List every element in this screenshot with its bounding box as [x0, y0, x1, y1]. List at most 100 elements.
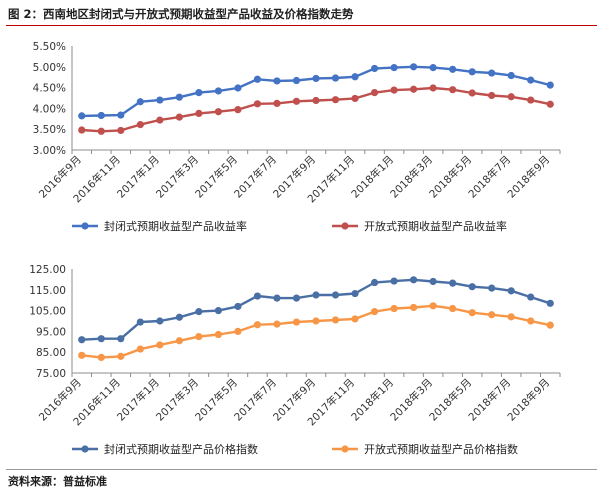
series-1-point	[214, 87, 222, 95]
series-1-point	[214, 307, 222, 315]
figure-source: 资料来源：普益标准	[8, 475, 107, 488]
series-2-point	[488, 311, 496, 319]
series-1-point	[195, 88, 203, 97]
series-1-point	[234, 84, 242, 92]
series-2-point	[527, 317, 535, 325]
series-1-point	[488, 69, 496, 77]
series-2-point	[351, 315, 359, 323]
series-2-point	[273, 99, 281, 108]
series-2-point	[253, 321, 262, 329]
series-2-point	[117, 126, 125, 135]
legend-marker	[341, 222, 349, 230]
series-2-point	[351, 94, 359, 103]
series-1-point	[117, 111, 125, 119]
series-1-point	[468, 68, 476, 76]
series-1-point	[273, 77, 281, 85]
source-rule	[6, 469, 597, 470]
legend-entry: 开放式预期收益型产品收益率	[364, 219, 507, 233]
x-tick-label: 2018年9月	[505, 153, 553, 201]
series-2-point	[78, 126, 86, 134]
series-1-point	[136, 98, 144, 106]
series-1-point	[156, 317, 164, 325]
series-2-point	[214, 108, 222, 116]
y-tick-label: 3.00%	[33, 145, 66, 157]
series-1-point	[331, 291, 340, 299]
legend-marker	[341, 445, 349, 453]
legend-entry: 封闭式预期收益型产品收益率	[104, 219, 247, 233]
series-line-2	[81, 304, 551, 359]
series-2-point	[195, 109, 203, 117]
series-2-point	[449, 86, 457, 94]
series-1-point	[195, 308, 203, 316]
series-1-point	[449, 279, 457, 287]
legend-marker	[81, 445, 89, 453]
series-2-point	[546, 321, 554, 329]
series-2-point	[312, 317, 320, 325]
y-tick-label: 4.00%	[33, 103, 66, 115]
series-2-point	[156, 341, 164, 349]
series-2-point	[546, 100, 554, 108]
series-1-point	[117, 335, 125, 343]
series-2-point	[468, 89, 476, 97]
series-1-point	[410, 63, 418, 71]
series-1-point	[390, 64, 398, 72]
series-1-point	[527, 293, 535, 301]
y-tick-label: 5.50%	[33, 41, 66, 53]
title-rule	[6, 25, 597, 26]
series-1-point	[175, 313, 183, 321]
series-2-point	[429, 302, 437, 310]
series-2-point	[195, 333, 203, 341]
series-1-point	[78, 112, 86, 120]
series-line-1	[81, 278, 551, 341]
series-1-point	[292, 76, 301, 85]
series-2-point	[331, 316, 340, 324]
series-2-point	[175, 337, 183, 345]
series-2-point	[429, 84, 437, 92]
y-tick-label: 95.00	[36, 326, 66, 338]
series-2-point	[234, 327, 242, 335]
series-1-point	[410, 276, 418, 284]
series-1-point	[97, 335, 105, 343]
series-2-point	[331, 96, 340, 104]
series-1-point	[78, 336, 86, 344]
series-1-point	[351, 73, 359, 81]
series-2-point	[370, 88, 379, 97]
x-tick-label: 2018年9月	[505, 376, 553, 424]
series-2-point	[449, 304, 457, 313]
y-tick-label: 5.00%	[33, 62, 66, 74]
y-tick-label: 3.50%	[33, 124, 66, 136]
series-2-point	[175, 113, 183, 121]
y-tick-label: 125.00	[29, 264, 66, 276]
series-line-1	[81, 65, 551, 118]
series-2-point	[468, 309, 476, 317]
series-2-point	[410, 303, 418, 312]
series-1-point	[273, 294, 281, 302]
figure-title: 图 2：西南地区封闭式与开放式预期收益型产品收益及价格指数走势	[8, 7, 354, 21]
series-1-point	[97, 111, 105, 120]
series-2-point	[507, 313, 515, 321]
series-1-point	[546, 81, 554, 89]
series-1-point	[253, 75, 262, 83]
series-2-point	[78, 351, 86, 359]
series-1-point	[351, 289, 359, 298]
series-2-point	[312, 96, 320, 105]
legend-entry: 开放式预期收益型产品价格指数	[364, 442, 518, 456]
price-index-chart: 75.0085.0095.00105.00115.00125.002016年9月…	[29, 264, 561, 456]
series-1-point	[156, 96, 164, 104]
series-2-point	[292, 318, 301, 326]
series-2-point	[488, 91, 496, 100]
series-1-point	[175, 93, 183, 101]
y-tick-label: 105.00	[29, 306, 66, 318]
series-1-point	[253, 292, 262, 300]
series-1-point	[312, 74, 320, 83]
series-2-point	[136, 345, 144, 353]
series-1-point	[331, 74, 340, 82]
series-1-point	[370, 64, 379, 73]
y-tick-label: 75.00	[36, 368, 66, 380]
series-1-point	[546, 299, 554, 307]
series-1-point	[527, 76, 535, 84]
legend-entry: 封闭式预期收益型产品价格指数	[104, 442, 258, 456]
series-1-point	[468, 283, 476, 291]
series-2-point	[97, 127, 105, 135]
series-1-point	[312, 291, 320, 299]
